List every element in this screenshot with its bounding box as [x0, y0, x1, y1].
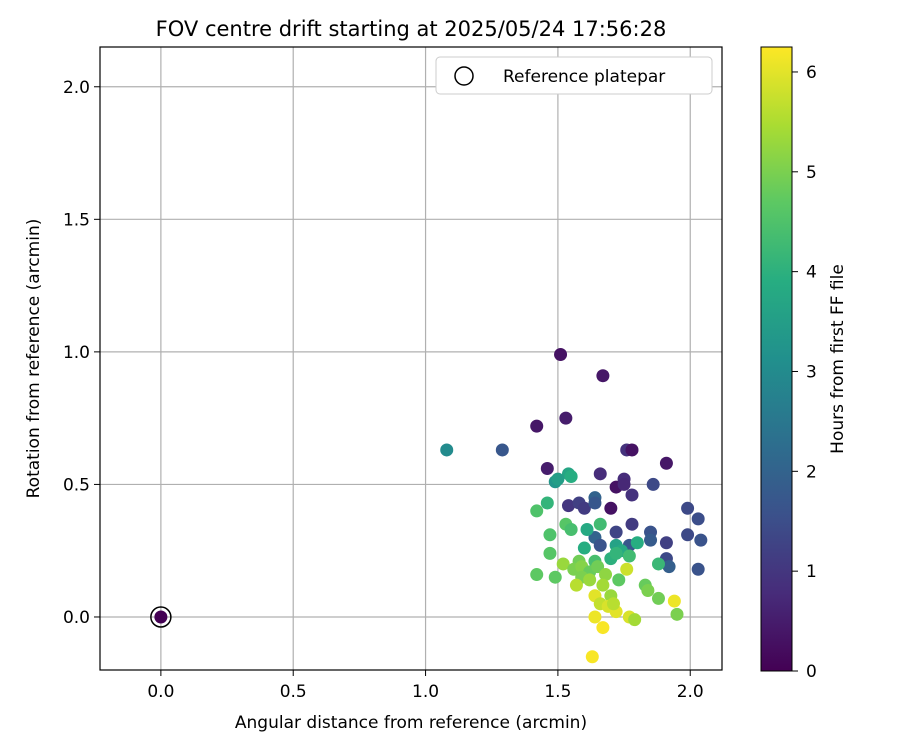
data-point-74 [641, 583, 655, 597]
data-point-0 [554, 348, 568, 362]
data-point-58 [556, 557, 570, 571]
data-point-75 [651, 591, 665, 605]
data-point-41 [540, 496, 554, 510]
data-point-83 [628, 613, 642, 627]
data-point-14 [561, 499, 575, 513]
y-tick-label-1: 0.5 [63, 475, 90, 495]
data-point-11 [617, 477, 631, 491]
grid-layer [100, 47, 722, 670]
data-point-13 [625, 488, 639, 502]
data-point-20 [681, 501, 695, 515]
data-point-2 [559, 411, 573, 425]
x-axis-label: Angular distance from reference (arcmin) [235, 713, 587, 733]
colorbar-label: Hours from first FF file [828, 264, 848, 454]
data-point-56 [543, 546, 557, 560]
data-point-88 [585, 650, 599, 664]
x-tick-label-3: 1.5 [544, 682, 571, 702]
data-point-71 [569, 578, 583, 592]
data-point-23 [609, 525, 623, 539]
data-point-85 [596, 621, 610, 635]
colorbar-tick-label-1: 1 [806, 562, 817, 582]
data-point-70 [596, 578, 610, 592]
data-point-33 [662, 560, 676, 574]
colorbar: 0 1 2 3 4 5 6 Hours from first FF file [760, 46, 848, 682]
data-point-44 [564, 522, 578, 536]
data-point-69 [620, 562, 634, 576]
data-point-6 [659, 456, 673, 470]
legend-box [435, 56, 713, 95]
colorbar-tick-label-6: 6 [806, 63, 817, 83]
data-point-84 [588, 610, 602, 624]
data-point-47 [543, 528, 557, 542]
data-point-25 [681, 528, 695, 542]
data-point-3 [530, 419, 544, 433]
data-point-34 [691, 562, 705, 576]
data-point-76 [651, 557, 665, 571]
data-point-81 [606, 597, 620, 611]
data-point-62 [591, 560, 605, 574]
y-tick-label-4: 2.0 [63, 78, 90, 98]
data-point-8 [593, 467, 607, 481]
colorbar-tick-label-2: 2 [806, 462, 817, 482]
x-tick-label-1: 0.5 [280, 682, 307, 702]
legend-marker-reference [454, 66, 474, 86]
colorbar-tick-label-4: 4 [806, 263, 817, 283]
data-point-17 [604, 501, 618, 515]
data-point-87 [670, 607, 684, 621]
data-point-27 [644, 533, 658, 547]
colorbar-gradient [760, 46, 793, 672]
data-point-16 [577, 501, 591, 515]
data-point-40 [551, 472, 565, 486]
data-point-7 [540, 462, 554, 476]
data-point-28 [659, 536, 673, 550]
reference-point [154, 610, 168, 624]
points-layer [150, 348, 708, 664]
data-point-42 [530, 504, 544, 518]
data-point-51 [577, 541, 591, 555]
y-tick-label-0: 0.0 [63, 608, 90, 628]
data-point-64 [612, 573, 626, 587]
colorbar-tick-label-3: 3 [806, 362, 817, 382]
plot-frame [99, 46, 723, 671]
y-tick-label-2: 1.0 [63, 343, 90, 363]
data-point-53 [622, 549, 636, 563]
data-point-68 [583, 573, 597, 587]
data-point-1 [596, 369, 610, 383]
data-point-66 [530, 568, 544, 582]
x-tick-label-0: 0.0 [147, 682, 174, 702]
data-point-31 [593, 538, 607, 552]
y-axis-label: Rotation from reference (arcmin) [24, 219, 44, 499]
x-tick-label-4: 2.0 [677, 682, 704, 702]
data-point-54 [609, 546, 623, 560]
data-point-12 [646, 477, 660, 491]
data-point-26 [694, 533, 708, 547]
y-tick-label-3: 1.5 [63, 210, 90, 230]
data-point-46 [580, 522, 594, 536]
colorbar-tick-label-0: 0 [806, 662, 817, 682]
data-point-63 [599, 568, 613, 582]
data-point-21 [691, 512, 705, 526]
data-point-22 [625, 517, 639, 531]
data-point-39 [564, 469, 578, 483]
data-point-36 [495, 443, 509, 457]
data-point-35 [440, 443, 454, 457]
data-point-86 [667, 594, 681, 608]
data-point-19 [588, 496, 602, 510]
colorbar-ticks: 0 1 2 3 4 5 6 [792, 63, 817, 682]
chart-title: FOV centre drift starting at 2025/05/24 … [156, 17, 667, 41]
data-point-49 [630, 536, 644, 550]
data-point-45 [593, 517, 607, 531]
ticks-layer: 0.0 0.5 1.0 1.5 2.0 0.0 0.5 1.0 1.5 2.0 [63, 78, 704, 702]
colorbar-tick-label-5: 5 [806, 163, 817, 183]
legend-entry-reference-platepar: Reference platepar [503, 67, 665, 87]
legend: Reference platepar [435, 56, 713, 95]
reference-marker-ring [150, 606, 172, 628]
data-point-5 [625, 443, 639, 457]
data-point-65 [548, 570, 562, 584]
x-tick-label-2: 1.0 [412, 682, 439, 702]
